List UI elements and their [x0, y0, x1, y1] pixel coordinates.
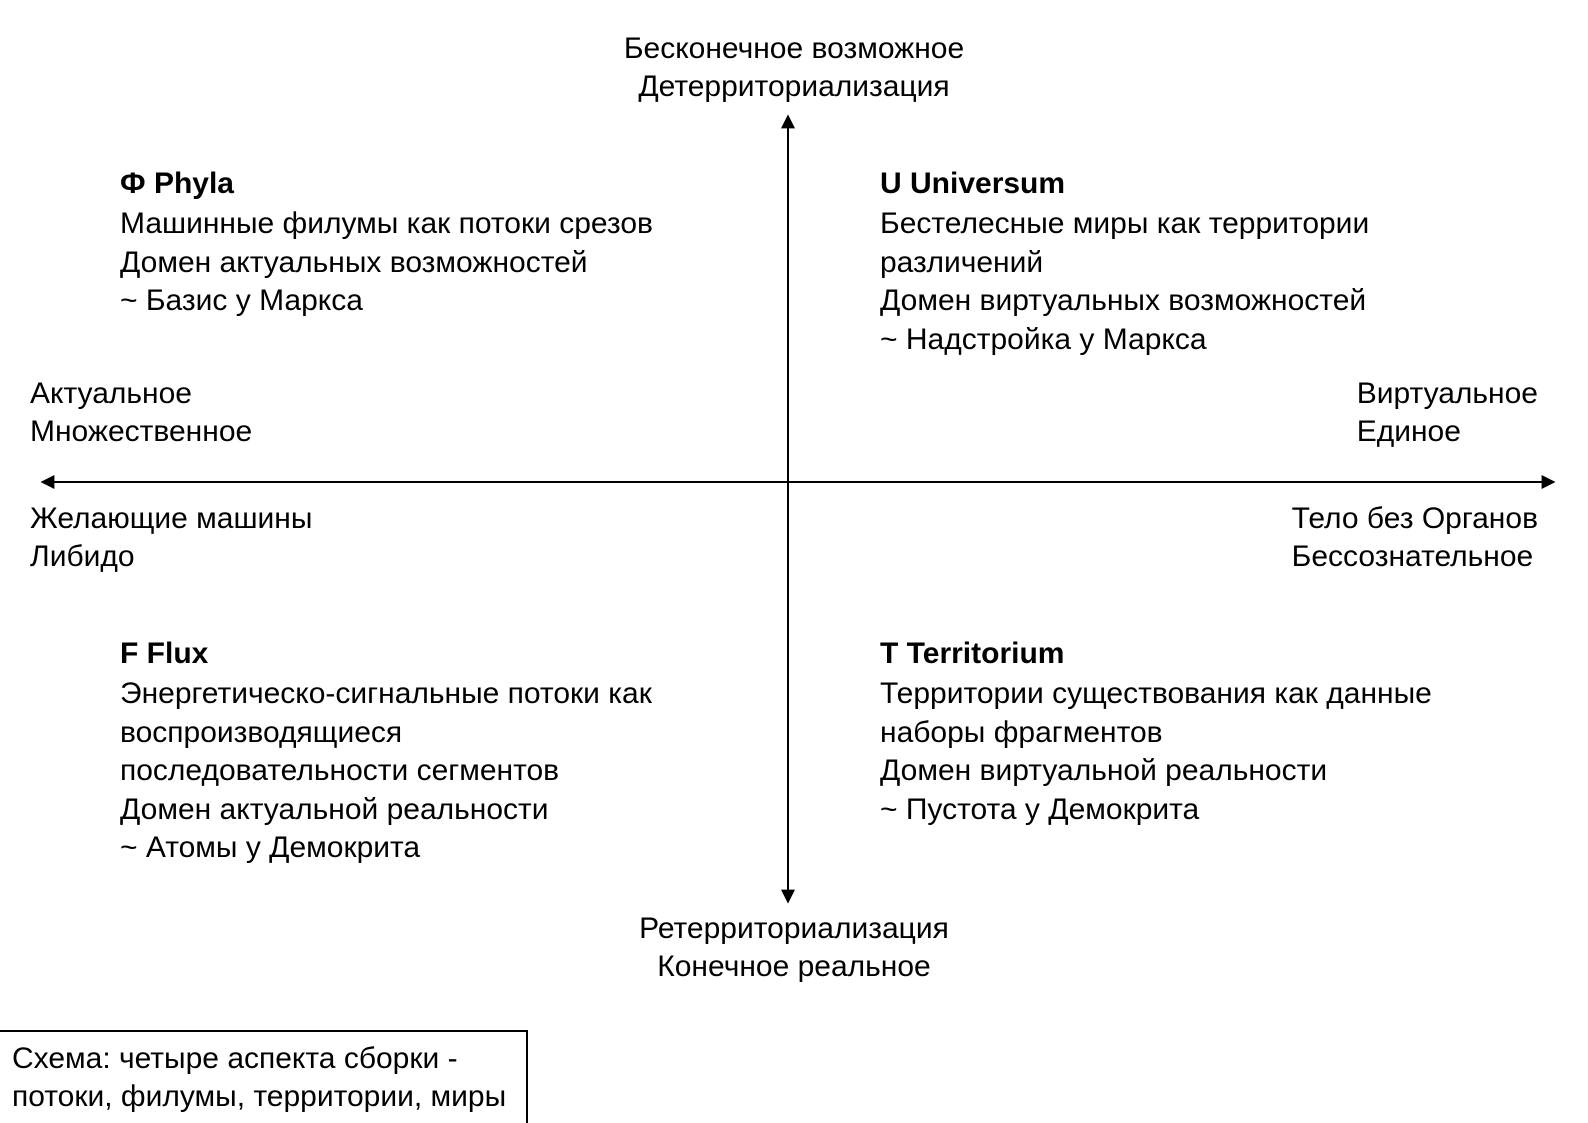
axis-label-right-top: Виртуальное Единое: [1357, 375, 1538, 450]
quadrant-diagram: Бесконечное возможное Детерриториализаци…: [0, 0, 1588, 1123]
axis-label-left-top: Актуальное Множественное: [30, 375, 252, 450]
q-tr-line: ~ Надстройка у Маркса: [880, 321, 1440, 359]
quadrant-bottom-left: F Flux Энергетическо-сигнальные потоки к…: [120, 635, 680, 867]
right-top-line2: Единое: [1357, 413, 1538, 451]
q-br-body: Территории существования как данные набо…: [880, 675, 1440, 829]
q-bl-body: Энергетическо-сигнальные потоки как восп…: [120, 675, 680, 867]
q-br-title: T Territorium: [880, 635, 1440, 673]
left-bottom-line1: Желающие машины: [30, 500, 312, 538]
quadrant-top-left: Ф Phyla Машинные филумы как потоки срезо…: [120, 165, 653, 321]
axis-label-top: Бесконечное возможное Детерриториализаци…: [624, 30, 964, 105]
quadrant-top-right: U Universum Бестелесные миры как террито…: [880, 165, 1440, 359]
q-bl-title: F Flux: [120, 635, 680, 673]
q-tl-line: ~ Базис у Маркса: [120, 282, 653, 320]
caption-line1: Схема: четыре аспекта сборки -: [12, 1040, 506, 1078]
quadrant-bottom-right: T Territorium Территории существования к…: [880, 635, 1440, 829]
right-bottom-line2: Бессознательное: [1292, 538, 1538, 576]
q-bl-line: Домен актуальной реальности: [120, 791, 680, 829]
q-tr-title: U Universum: [880, 165, 1440, 203]
q-tl-title: Ф Phyla: [120, 165, 653, 203]
caption-line2: потоки, филумы, территории, миры: [12, 1078, 506, 1116]
axis-label-right-bottom: Тело без Органов Бессознательное: [1292, 500, 1538, 575]
left-top-line1: Актуальное: [30, 375, 252, 413]
q-br-line: Домен виртуальной реальности: [880, 752, 1440, 790]
left-bottom-line2: Либидо: [30, 538, 312, 576]
axis-top-line2: Детерриториализация: [624, 68, 964, 106]
axis-label-bottom: Ретерриториализация Конечное реальное: [639, 910, 949, 985]
q-tr-line: Домен виртуальных возможностей: [880, 282, 1440, 320]
axis-label-left-bottom: Желающие машины Либидо: [30, 500, 312, 575]
q-tl-line: Машинные филумы как потоки срезов: [120, 205, 653, 243]
axis-top-line1: Бесконечное возможное: [624, 30, 964, 68]
q-bl-line: Энергетическо-сигнальные потоки как восп…: [120, 675, 680, 790]
axis-bottom-line2: Конечное реальное: [639, 948, 949, 986]
q-tl-line: Домен актуальных возможностей: [120, 244, 653, 282]
right-top-line1: Виртуальное: [1357, 375, 1538, 413]
q-bl-line: ~ Атомы у Демокрита: [120, 829, 680, 867]
left-top-line2: Множественное: [30, 413, 252, 451]
q-br-line: ~ Пустота у Демокрита: [880, 791, 1440, 829]
q-tr-line: Бестелесные миры как территории различен…: [880, 205, 1440, 282]
right-bottom-line1: Тело без Органов: [1292, 500, 1538, 538]
q-br-line: Территории существования как данные набо…: [880, 675, 1440, 752]
diagram-caption: Схема: четыре аспекта сборки - потоки, ф…: [0, 1030, 528, 1123]
axis-bottom-line1: Ретерриториализация: [639, 910, 949, 948]
q-tr-body: Бестелесные миры как территории различен…: [880, 205, 1440, 359]
q-tl-body: Машинные филумы как потоки срезов Домен …: [120, 205, 653, 320]
